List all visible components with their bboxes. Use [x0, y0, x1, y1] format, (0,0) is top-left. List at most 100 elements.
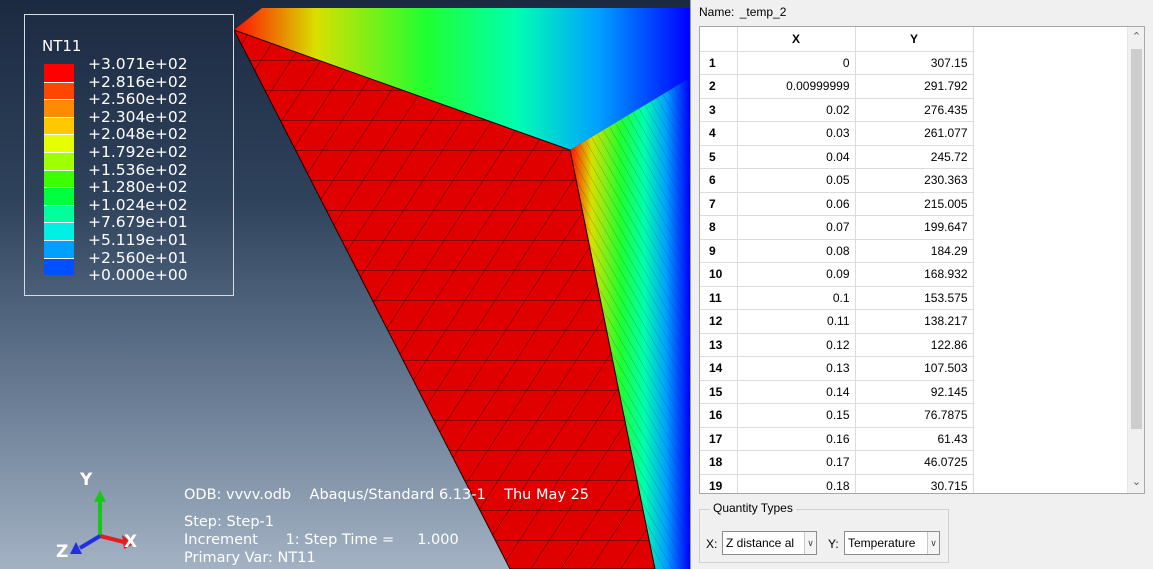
row-number-cell[interactable]: 13: [700, 333, 738, 357]
x-value-cell[interactable]: 0.02: [737, 98, 856, 122]
y-value-cell[interactable]: 138.217: [855, 309, 974, 334]
table-row[interactable]: 11 0.1 153.575: [700, 286, 974, 310]
y-value-cell[interactable]: 107.503: [855, 356, 974, 381]
x-value-cell[interactable]: 0.05: [737, 168, 856, 193]
x-value-cell[interactable]: 0.14: [737, 380, 856, 404]
y-value-cell[interactable]: 92.145: [855, 380, 974, 404]
x-value-cell[interactable]: 0.07: [737, 215, 856, 240]
x-value-cell[interactable]: 0.18: [737, 474, 856, 493]
table-row[interactable]: 10 0.09 168.932: [700, 262, 974, 287]
legend-label: +0.000e+00: [88, 266, 188, 285]
x-value-cell[interactable]: 0.09: [737, 262, 856, 287]
row-number-cell[interactable]: 16: [700, 403, 738, 428]
x-value-cell[interactable]: 0: [737, 51, 856, 75]
x-value-cell[interactable]: 0.08: [737, 239, 856, 263]
y-value-cell[interactable]: 122.86: [855, 333, 974, 357]
y-value-cell[interactable]: 199.647: [855, 215, 974, 240]
xy-data-table[interactable]: X Y 1 0 307.15 2 0.00999999 291.792 3 0.02 276.4…: [699, 26, 1145, 494]
table-row[interactable]: 2 0.00999999 291.792: [700, 74, 974, 99]
table-row[interactable]: 14 0.13 107.503: [700, 356, 974, 381]
x-value-cell[interactable]: 0.03: [737, 121, 856, 146]
y-value-cell[interactable]: 291.792: [855, 74, 974, 99]
table-row[interactable]: 12 0.11 138.217: [700, 309, 974, 334]
row-number-cell[interactable]: 19: [700, 474, 738, 493]
y-quantity-select[interactable]: Temperature ∨: [844, 531, 940, 555]
scroll-up-icon[interactable]: ⌃: [1131, 31, 1142, 43]
y-value-cell[interactable]: 30.715: [855, 474, 974, 493]
y-value-cell[interactable]: 245.72: [855, 145, 974, 169]
table-row[interactable]: 16 0.15 76.7875: [700, 403, 974, 428]
x-value-cell[interactable]: 0.12: [737, 333, 856, 357]
x-value-cell[interactable]: 0.04: [737, 145, 856, 169]
contour-viewport[interactable]: NT11 +3.071e+02 +2.816e+02 +2.560e+02 +2…: [0, 0, 690, 569]
chevron-down-icon[interactable]: ∨: [927, 532, 939, 554]
legend-swatch: [44, 116, 74, 135]
name-label: Name:: [699, 5, 735, 19]
x-value-cell[interactable]: 0.11: [737, 309, 856, 334]
row-number-cell[interactable]: 15: [700, 380, 738, 404]
quantity-types-title: Quantity Types: [710, 501, 796, 515]
row-number-cell[interactable]: 3: [700, 98, 738, 122]
legend-label: +2.560e+02: [88, 90, 188, 109]
y-value-cell[interactable]: 276.435: [855, 98, 974, 122]
x-value-cell[interactable]: 0.17: [737, 450, 856, 475]
y-value-cell[interactable]: 307.15: [855, 51, 974, 75]
legend-swatch: [44, 134, 74, 152]
table-row[interactable]: 3 0.02 276.435: [700, 98, 974, 122]
legend-swatch: [44, 222, 74, 240]
table-row[interactable]: 5 0.04 245.72: [700, 145, 974, 169]
legend-swatch: [44, 99, 74, 117]
row-number-cell[interactable]: 9: [700, 239, 738, 263]
y-value-cell[interactable]: 261.077: [855, 121, 974, 146]
table-row[interactable]: 15 0.14 92.145: [700, 380, 974, 404]
x-value-cell[interactable]: 0.1: [737, 286, 856, 310]
x-value-cell[interactable]: 0.16: [737, 427, 856, 451]
table-row[interactable]: 6 0.05 230.363: [700, 168, 974, 193]
y-value-cell[interactable]: 46.0725: [855, 450, 974, 475]
row-number-cell[interactable]: 12: [700, 309, 738, 334]
table-row[interactable]: 9 0.08 184.29: [700, 239, 974, 263]
chevron-down-icon[interactable]: ∨: [804, 532, 816, 554]
table-row[interactable]: 17 0.16 61.43: [700, 427, 974, 451]
y-value-cell[interactable]: 184.29: [855, 239, 974, 263]
row-number-cell[interactable]: 2: [700, 74, 738, 99]
table-row[interactable]: 13 0.12 122.86: [700, 333, 974, 357]
row-number-cell[interactable]: 11: [700, 286, 738, 310]
row-number-cell[interactable]: 1: [700, 51, 738, 75]
y-value-cell[interactable]: 153.575: [855, 286, 974, 310]
table-row[interactable]: 1 0 307.15: [700, 51, 974, 75]
row-number-cell[interactable]: 6: [700, 168, 738, 193]
row-number-cell[interactable]: 5: [700, 145, 738, 169]
vertical-scrollbar[interactable]: ⌃ ⌄: [1127, 27, 1144, 493]
y-value-cell[interactable]: 168.932: [855, 262, 974, 287]
table-row[interactable]: 8 0.07 199.647: [700, 215, 974, 240]
table-row[interactable]: 18 0.17 46.0725: [700, 450, 974, 475]
column-header-y[interactable]: Y: [855, 27, 974, 52]
quantity-types-group: Quantity Types X: Z distance al ∨ Y: Tem…: [699, 501, 949, 563]
y-value-cell[interactable]: 215.005: [855, 192, 974, 216]
x-value-cell[interactable]: 0.15: [737, 403, 856, 428]
row-number-cell[interactable]: 4: [700, 121, 738, 146]
legend-swatch: [44, 169, 74, 188]
row-number-cell[interactable]: 8: [700, 215, 738, 240]
scroll-down-icon[interactable]: ⌄: [1131, 476, 1142, 488]
table-row[interactable]: 4 0.03 261.077: [700, 121, 974, 146]
y-value-cell[interactable]: 61.43: [855, 427, 974, 451]
x-quantity-select[interactable]: Z distance al ∨: [722, 531, 817, 555]
row-number-cell[interactable]: 14: [700, 356, 738, 381]
row-number-cell[interactable]: 7: [700, 192, 738, 216]
x-value-cell[interactable]: 0.00999999: [737, 74, 856, 99]
legend-swatch: [44, 64, 74, 82]
row-number-cell[interactable]: 17: [700, 427, 738, 451]
y-value-cell[interactable]: 76.7875: [855, 403, 974, 428]
row-number-cell[interactable]: 18: [700, 450, 738, 475]
row-number-cell[interactable]: 10: [700, 262, 738, 287]
scrollbar-thumb[interactable]: [1131, 49, 1142, 429]
x-value-cell[interactable]: 0.13: [737, 356, 856, 381]
table-row[interactable]: 19 0.18 30.715: [700, 474, 974, 493]
legend-title: NT11: [42, 37, 82, 55]
y-value-cell[interactable]: 230.363: [855, 168, 974, 193]
table-row[interactable]: 7 0.06 215.005: [700, 192, 974, 216]
column-header-x[interactable]: X: [737, 27, 856, 52]
x-value-cell[interactable]: 0.06: [737, 192, 856, 216]
